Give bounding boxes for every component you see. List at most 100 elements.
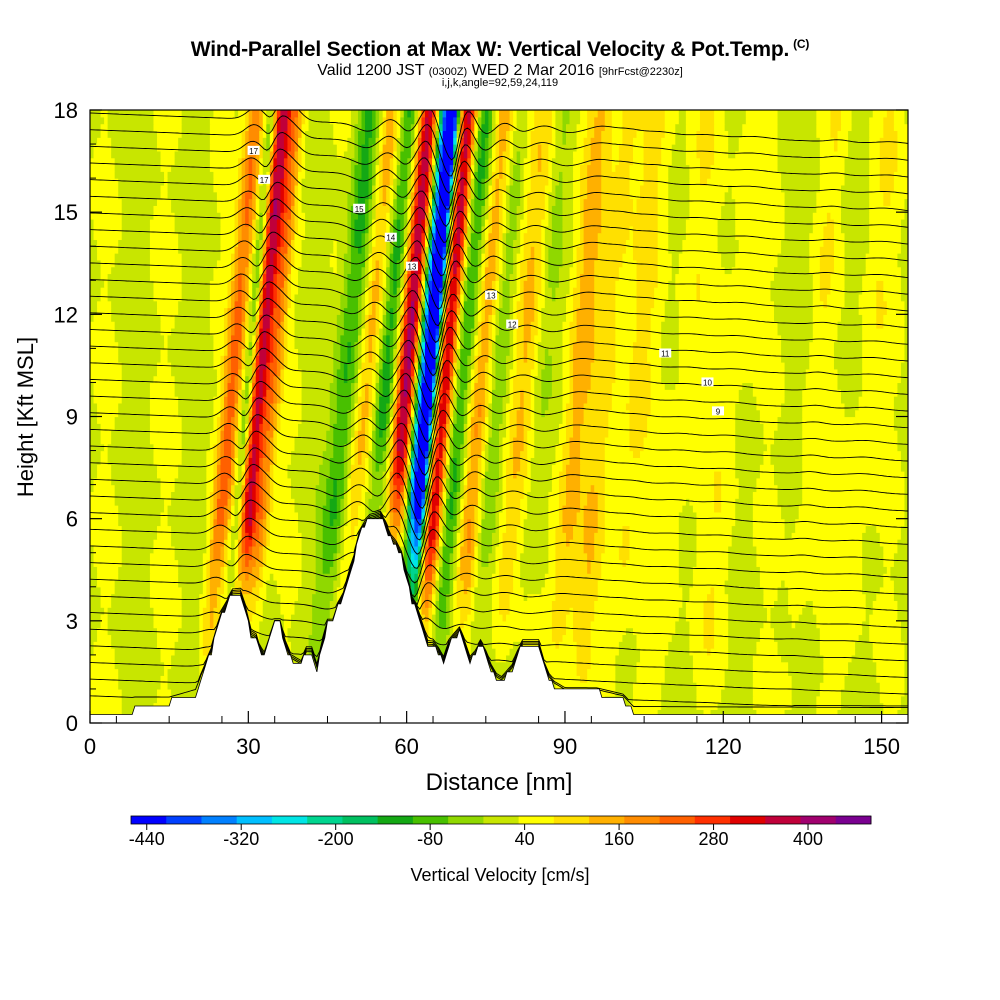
- velocity-cell: [227, 287, 232, 295]
- velocity-cell: [456, 232, 461, 241]
- velocity-cell: [206, 573, 211, 581]
- velocity-cell: [294, 607, 313, 615]
- velocity-cell: [904, 668, 908, 676]
- velocity-cell: [238, 253, 250, 261]
- velocity-cell: [534, 280, 542, 288]
- velocity-cell: [495, 559, 500, 567]
- velocity-cell: [499, 579, 514, 588]
- velocity-cell: [488, 259, 497, 268]
- velocity-cell: [541, 232, 546, 241]
- velocity-cell: [375, 225, 387, 234]
- velocity-cell: [467, 253, 472, 261]
- velocity-cell: [432, 239, 437, 247]
- velocity-cell: [417, 293, 423, 302]
- velocity-cell: [752, 532, 786, 540]
- velocity-cell: [460, 470, 465, 479]
- velocity-cell: [417, 396, 423, 404]
- velocity-cell: [735, 505, 754, 513]
- velocity-cell: [340, 300, 348, 309]
- velocity-cell: [428, 273, 433, 281]
- velocity-cell: [403, 239, 408, 247]
- velocity-cell: [414, 505, 423, 513]
- velocity-cell: [509, 327, 514, 336]
- velocity-cell: [502, 545, 518, 554]
- velocity-cell: [463, 314, 475, 322]
- velocity-cell: [259, 266, 264, 275]
- velocity-cell: [393, 273, 398, 281]
- velocity-cell: [107, 607, 155, 615]
- velocity-cell: [784, 579, 863, 588]
- velocity-cell: [357, 396, 366, 404]
- velocity-cell: [446, 341, 454, 349]
- velocity-cell: [396, 443, 405, 452]
- velocity-cell: [231, 266, 236, 275]
- velocity-cell: [114, 491, 162, 499]
- velocity-cell: [252, 273, 257, 281]
- velocity-cell: [678, 307, 775, 315]
- velocity-cell: [604, 443, 631, 452]
- velocity-cell: [273, 259, 278, 268]
- velocity-cell: [904, 688, 908, 697]
- velocity-cell: [241, 491, 246, 499]
- velocity-cell: [262, 430, 267, 438]
- velocity-cell: [393, 450, 398, 458]
- velocity-cell: [629, 416, 648, 424]
- velocity-cell: [587, 668, 616, 676]
- velocity-cell: [428, 253, 433, 261]
- velocity-cell: [495, 300, 500, 309]
- velocity-cell: [467, 409, 472, 418]
- velocity-cell: [562, 416, 567, 424]
- velocity-cell: [252, 539, 257, 547]
- velocity-cell: [231, 491, 236, 499]
- velocity-cell: [407, 436, 412, 445]
- velocity-cell: [481, 246, 486, 254]
- velocity-cell: [509, 607, 553, 615]
- velocity-cell: [858, 634, 870, 642]
- velocity-cell: [315, 579, 334, 588]
- velocity-cell: [520, 396, 525, 404]
- velocity-cell: [389, 368, 394, 377]
- velocity-cell: [467, 477, 479, 486]
- velocity-cell: [484, 280, 493, 288]
- velocity-cell: [446, 457, 451, 465]
- velocity-cell: [266, 525, 271, 533]
- velocity-cell: [876, 661, 906, 670]
- velocity-cell: [590, 382, 613, 390]
- velocity-cell: [474, 368, 479, 377]
- velocity-cell: [435, 532, 440, 540]
- velocity-cell: [534, 259, 542, 268]
- velocity-cell: [343, 484, 348, 493]
- velocity-cell: [728, 566, 761, 574]
- velocity-cell: [209, 498, 215, 506]
- velocity-cell: [435, 232, 447, 241]
- velocity-cell: [453, 225, 458, 234]
- velocity-cell: [470, 661, 521, 670]
- velocity-cell: [481, 443, 486, 452]
- velocity-cell: [449, 368, 454, 377]
- velocity-cell: [678, 355, 782, 363]
- velocity-cell: [259, 327, 264, 336]
- velocity-cell: [417, 355, 423, 363]
- velocity-cell: [523, 396, 532, 404]
- velocity-cell: [442, 423, 447, 431]
- velocity-cell: [460, 259, 465, 268]
- velocity-cell: [523, 532, 549, 540]
- velocity-cell: [876, 280, 884, 288]
- velocity-cell: [752, 539, 863, 547]
- velocity-cell: [604, 539, 624, 547]
- velocity-cell: [350, 239, 356, 247]
- velocity-cell: [248, 505, 253, 513]
- velocity-cell: [336, 525, 341, 533]
- velocity-cell: [227, 505, 232, 513]
- velocity-cell: [516, 321, 525, 329]
- velocity-cell: [629, 362, 652, 370]
- velocity-cell: [428, 314, 440, 322]
- velocity-cell: [424, 477, 430, 486]
- velocity-cell: [97, 402, 119, 411]
- velocity-cell: [569, 457, 581, 465]
- velocity-cell: [774, 266, 810, 275]
- velocity-cell: [393, 389, 398, 397]
- velocity-cell: [897, 600, 908, 608]
- velocity-cell: [583, 266, 595, 275]
- velocity-cell: [269, 321, 274, 329]
